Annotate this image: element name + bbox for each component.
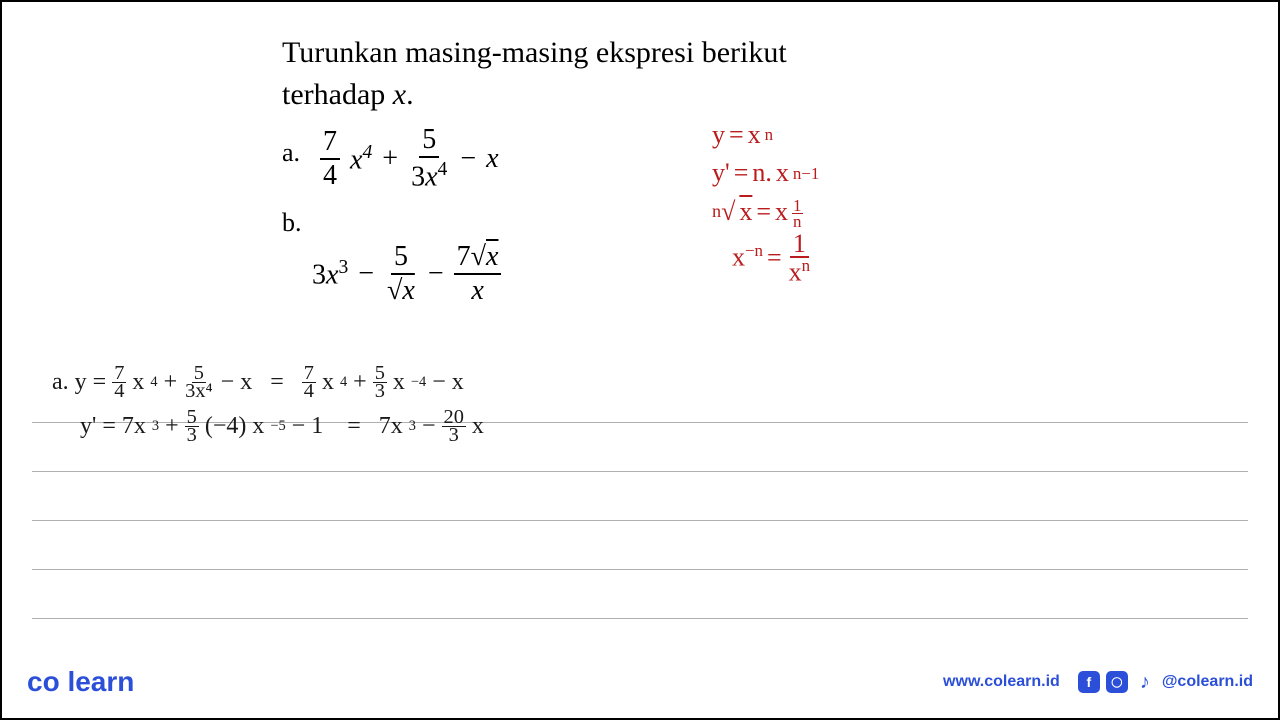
rule-line xyxy=(32,618,1248,619)
x-var: x4 xyxy=(350,142,372,176)
problem-line2-suffix: . xyxy=(406,78,414,111)
instagram-icon: ◯ xyxy=(1106,671,1128,693)
problem-line1: Turunkan masing-masing ekspresi berikut xyxy=(282,36,787,69)
red-line-1: y= xn xyxy=(712,117,819,153)
problem-statement: Turunkan masing-masing ekspresi berikut … xyxy=(282,32,1228,116)
handwritten-solution: a. y = 74x4 + 53x⁴ −x = 74x4 + 53x−4 −x … xyxy=(52,365,484,452)
red-line-2: y'= n.xn−1 xyxy=(712,155,819,191)
colearn-logo: co learn xyxy=(27,666,134,698)
notebook-lines xyxy=(32,422,1248,667)
rule-line xyxy=(32,569,1248,570)
item-b-label: b. xyxy=(282,208,302,238)
red-formula-notes: y= xn y'= n.xn−1 n√x = x1n x−n = 1 xn xyxy=(712,117,819,286)
frac-5-3x4: 5 3x4 xyxy=(408,126,450,191)
tiktok-icon: ♪ xyxy=(1134,671,1156,693)
footer: co learn www.colearn.id f ◯ ♪ @colearn.i… xyxy=(27,666,1253,698)
frac-7-4: 7 4 xyxy=(320,128,340,190)
facebook-icon: f xyxy=(1078,671,1100,693)
solution-line-2: y' = 7x3 + 53(−4) x−5 −1 = 7x3 − 203x xyxy=(80,409,484,445)
problem-var-x: x xyxy=(393,78,406,111)
item-a-label: a. xyxy=(282,138,300,168)
problem-line2-prefix: terhadap xyxy=(282,78,393,111)
content-area: Turunkan masing-masing ekspresi berikut … xyxy=(2,2,1278,305)
frac-5-sqrtx: 5 √x xyxy=(384,243,418,305)
rule-line xyxy=(32,471,1248,472)
footer-right: www.colearn.id f ◯ ♪ @colearn.id xyxy=(943,671,1253,693)
rule-line xyxy=(32,520,1248,521)
red-line-3: n√x = x1n xyxy=(712,194,819,230)
math-expr-a: 7 4 x4 + 5 3x4 − x xyxy=(320,126,499,191)
red-line-4: x−n = 1 xn xyxy=(712,232,819,283)
footer-url: www.colearn.id xyxy=(943,673,1060,691)
frac-7sqrtx-x: 7√x x xyxy=(454,243,502,305)
social-icons: f ◯ ♪ @colearn.id xyxy=(1078,671,1253,693)
footer-handle: @colearn.id xyxy=(1162,673,1253,691)
solution-line-1: a. y = 74x4 + 53x⁴ −x = 74x4 + 53x−4 −x xyxy=(52,365,484,401)
